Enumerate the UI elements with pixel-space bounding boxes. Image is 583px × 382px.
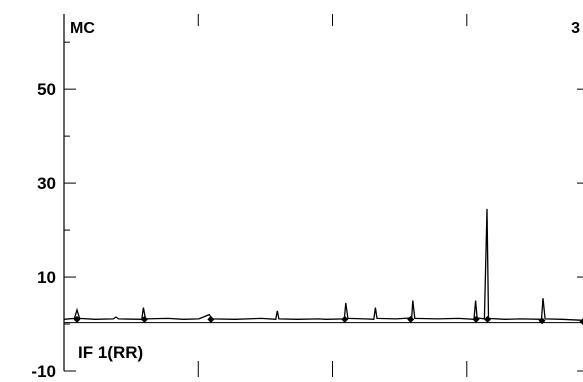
markers-group <box>73 316 583 325</box>
y-tick-label: 10 <box>37 268 56 287</box>
data-point-marker <box>580 318 583 325</box>
data-point-marker <box>207 316 214 323</box>
data-point-marker <box>407 316 414 323</box>
series-line-1 <box>64 209 583 320</box>
y-tick-label: -10 <box>31 362 56 377</box>
panel-label-top-right: 3 <box>571 20 580 37</box>
series-group <box>64 209 583 323</box>
panel-label-top-left: MC <box>70 20 95 37</box>
panel-label-bottom-left: IF 1(RR) <box>78 343 143 362</box>
y-tick-label: 30 <box>37 174 56 193</box>
y-tick-label: 50 <box>37 80 56 99</box>
labels-group: MC 3 IF 1(RR) <box>70 20 580 362</box>
